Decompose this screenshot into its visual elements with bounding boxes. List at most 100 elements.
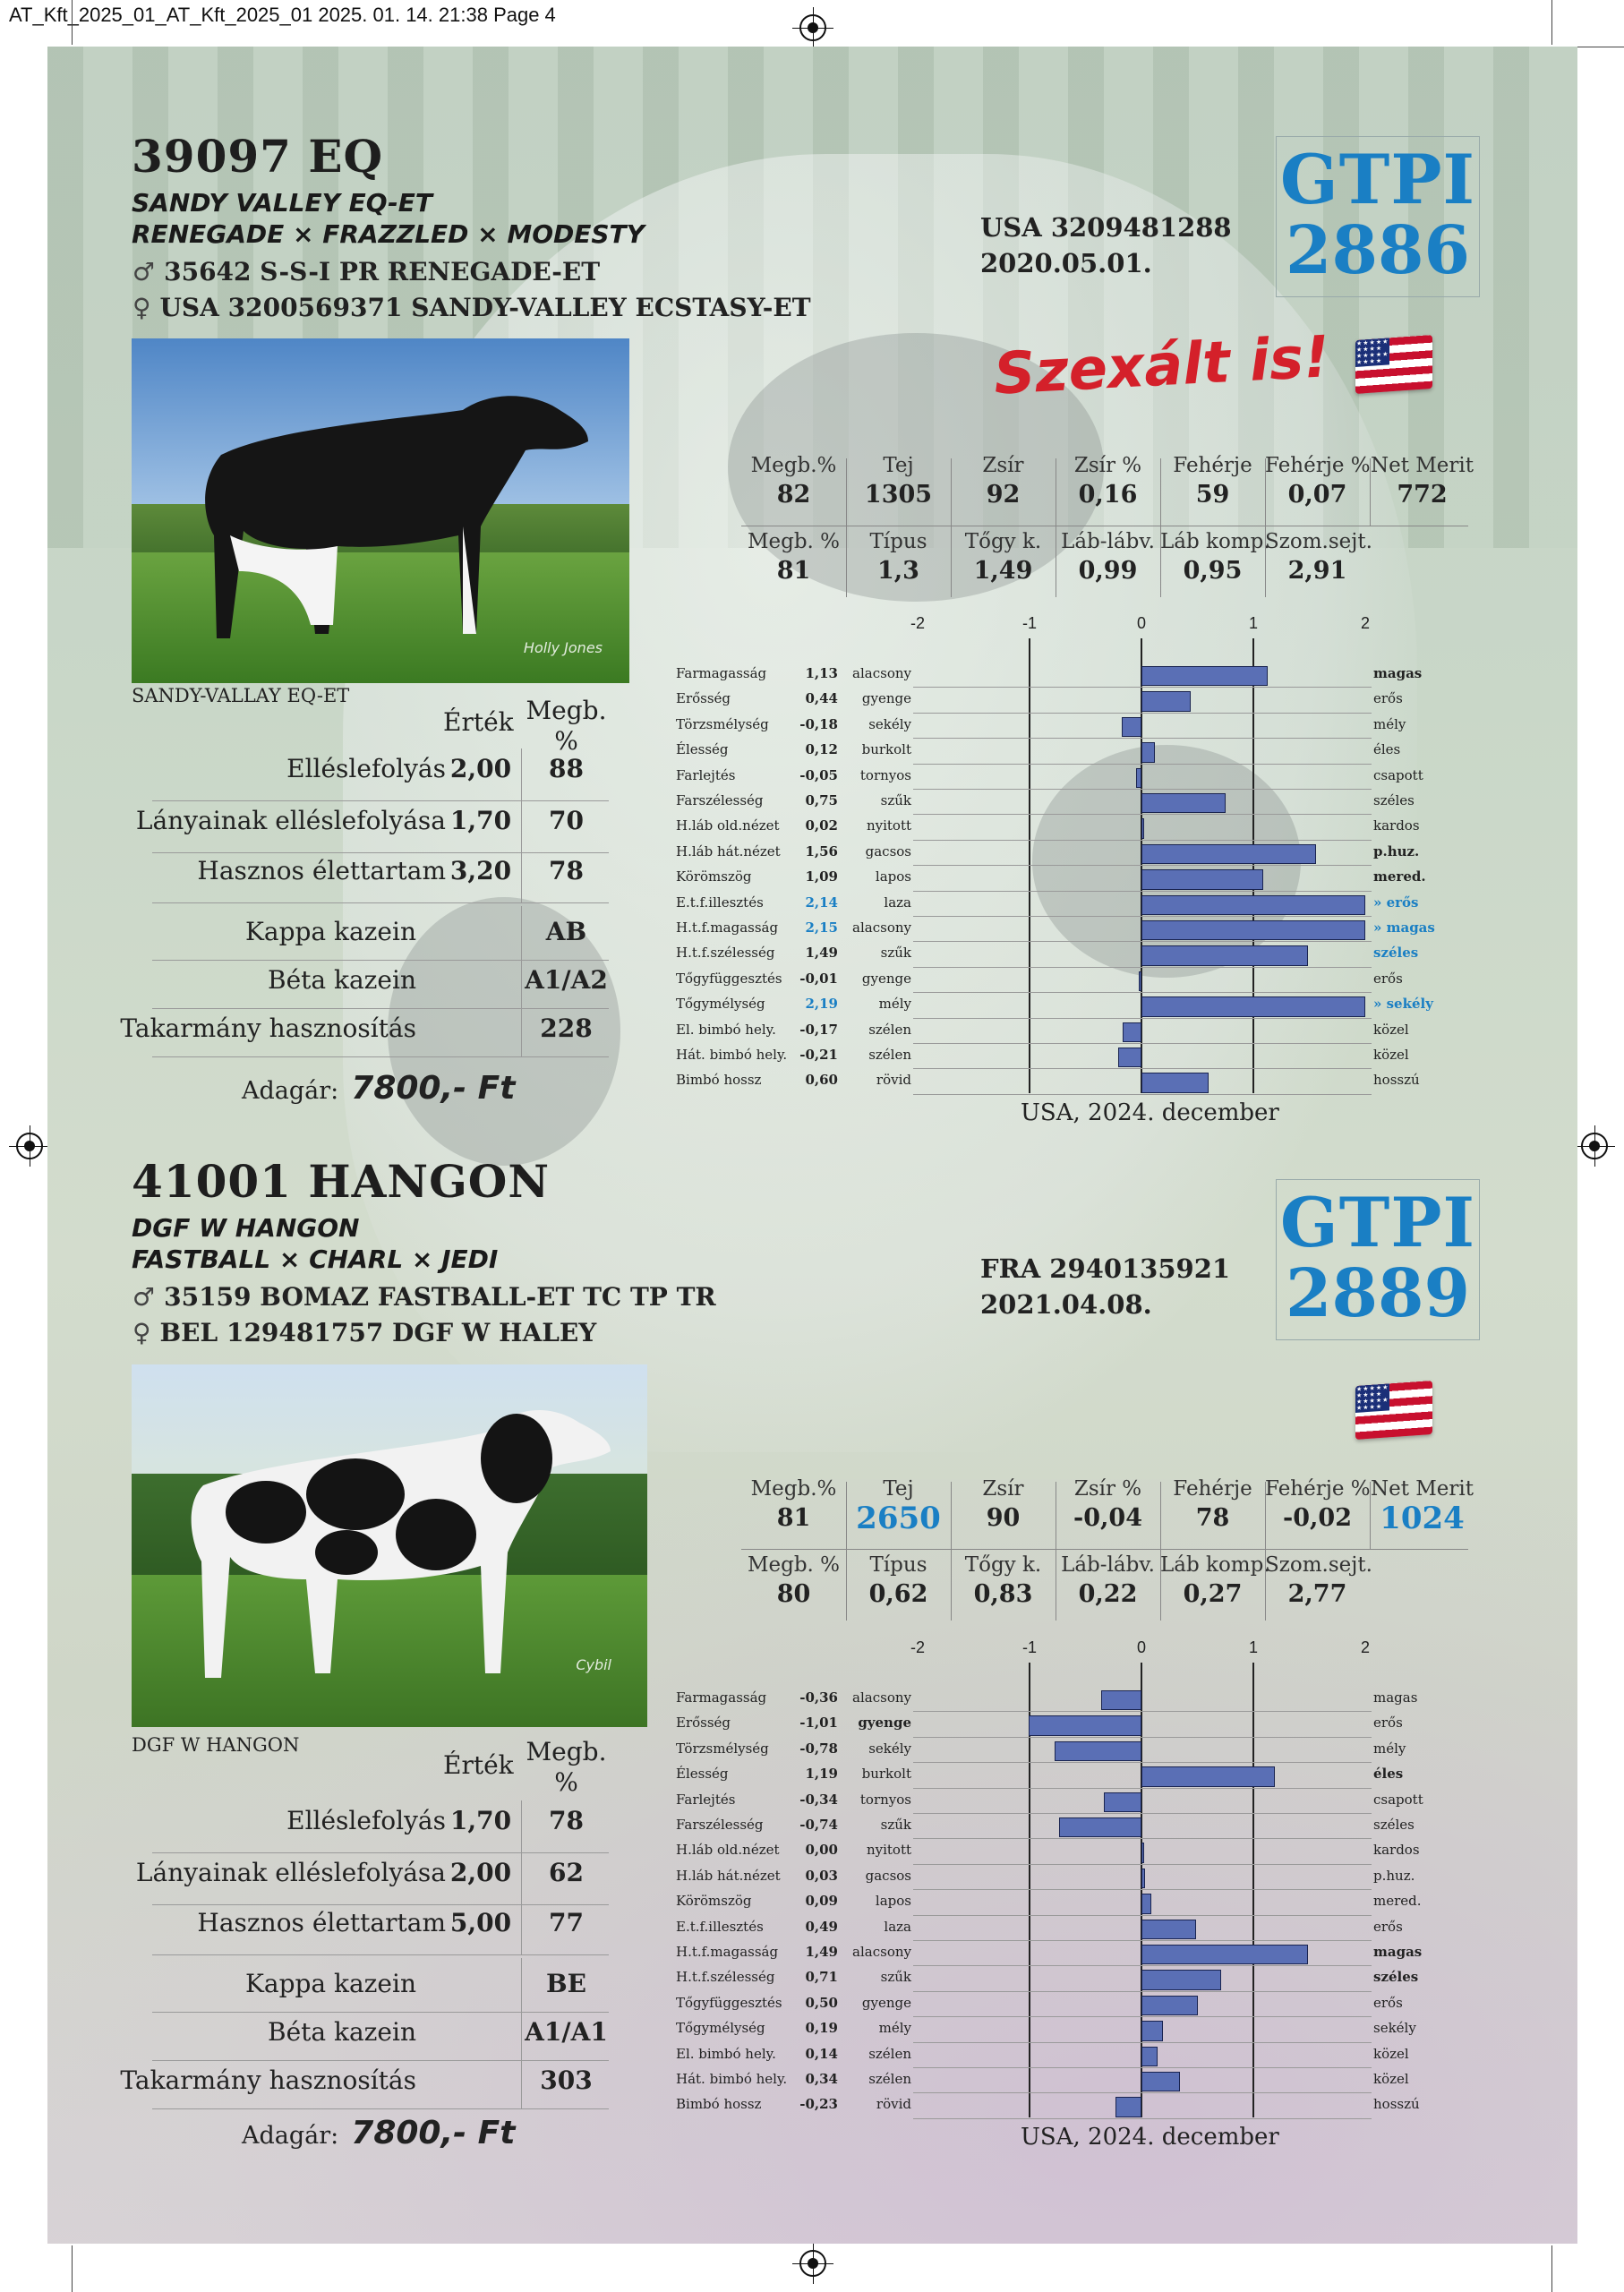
linear-trait-high-label: erős	[1373, 1994, 1403, 2011]
stat-cell: Fehérje % -0,02	[1265, 1477, 1371, 1532]
linear-trait-value: 1,09	[805, 868, 838, 885]
linear-bar	[1141, 1995, 1198, 2016]
male-symbol-icon: ♂	[132, 257, 156, 286]
bull-photo: Cybil	[132, 1364, 647, 1727]
linear-trait-low-label: nyitott	[866, 817, 911, 834]
axis-tick-label: 0	[1136, 1638, 1146, 1656]
linear-trait-value: -0,23	[799, 2096, 838, 2113]
linear-trait-low-label: mély	[878, 996, 911, 1013]
linear-trait-value: 0,00	[805, 1842, 838, 1859]
linear-trait-high-label: mély	[1373, 715, 1406, 732]
linear-trait-name: Erősség	[676, 1715, 731, 1732]
axis-tick-label: -2	[910, 614, 925, 632]
gtpi-label: GTPI	[1279, 140, 1476, 219]
photo-caption: SANDY-VALLAY EQ-ET	[132, 685, 350, 706]
linear-trait-value: 0,60	[805, 1072, 838, 1089]
stat-cell: Zsír % 0,16	[1073, 454, 1142, 509]
linear-trait-value: 0,34	[805, 2071, 838, 2087]
linear-bar	[1141, 1894, 1152, 1914]
linear-trait-high-label: közel	[1373, 2071, 1409, 2087]
linear-trait-high-label: hosszú	[1373, 1072, 1420, 1089]
linear-trait-low-label: tornyos	[859, 766, 911, 783]
trait-row: Hasznos élettartam 5,00 77	[152, 1903, 609, 1955]
linear-trait-value: -0,34	[799, 1791, 838, 1808]
stat-cell: Szom.sejt. 2,91	[1265, 530, 1372, 585]
stat-cell: Megb. % 80	[747, 1553, 841, 1608]
axis-tick-label: -1	[1021, 614, 1037, 632]
linear-trait-high-label: » magas	[1373, 919, 1435, 936]
gtpi-value: 2889	[1286, 1255, 1470, 1332]
linear-trait-low-label: lapos	[875, 1893, 911, 1910]
linear-trait-value: 0,49	[805, 1918, 838, 1935]
photo-signature: Cybil	[576, 1656, 611, 1673]
registration-mark-bottom	[792, 2243, 833, 2284]
linear-bar	[1141, 843, 1316, 865]
linear-trait-low-label: alacsony	[852, 1689, 911, 1706]
linear-trait-high-label: mély	[1373, 1740, 1406, 1757]
linear-trait-high-label: erős	[1373, 690, 1403, 707]
stat-cell: Megb.% 81	[750, 1477, 837, 1532]
genetics-row: Kappa kazein BE	[152, 1958, 609, 2013]
linear-trait-low-label: burkolt	[861, 1766, 911, 1783]
source-note: USA, 2024. december	[1021, 2124, 1279, 2151]
axis-tick-label: 2	[1360, 614, 1370, 632]
axis-tick-label: -1	[1021, 1638, 1037, 1656]
linear-trait-value: 0,03	[805, 1867, 838, 1884]
stat-cell: Fehérje % 0,07	[1265, 454, 1371, 509]
linear-trait-low-label: gacsos	[865, 1867, 911, 1884]
bull-block: 41001 HANGON DGF W HANGON FASTBALL × CHA…	[0, 0, 1624, 2151]
linear-bar	[1141, 691, 1191, 712]
linear-trait-name: Farszélesség	[676, 1817, 764, 1833]
linear-trait-high-label: kardos	[1373, 1842, 1420, 1859]
linear-trait-high-label: sekély	[1373, 2020, 1416, 2037]
linear-trait-value: 0,71	[805, 1969, 838, 1986]
stat-cell: Fehérje 59	[1173, 454, 1252, 509]
linear-trait-low-label: szűk	[880, 945, 911, 962]
linear-trait-high-label: kardos	[1373, 817, 1420, 834]
header-reliability: Megb. %	[526, 696, 607, 756]
linear-trait-name: Körömszög	[676, 1893, 752, 1910]
linear-trait-high-label: magas	[1373, 1944, 1423, 1960]
linear-trait-high-label: széles	[1373, 1969, 1419, 1986]
linear-trait-high-label: magas	[1373, 665, 1423, 681]
axis-tick-label: -2	[910, 1638, 925, 1656]
linear-trait-low-label: nyitott	[866, 1842, 911, 1859]
header-value: Érték	[443, 707, 514, 737]
trait-row: Lányainak elléslefolyása 1,70 70	[136, 800, 609, 853]
bull-id: 39097 EQ	[132, 130, 384, 183]
linear-trait-value: 0,12	[805, 741, 838, 758]
linear-trait-name: Farmagasság	[676, 665, 767, 681]
background-cow-image	[47, 47, 1577, 2244]
linear-trait-name: E.t.f.illesztés	[676, 894, 764, 911]
linear-bar	[1141, 1970, 1221, 1990]
linear-bar	[1101, 1690, 1141, 1711]
registration-number: FRA 2940135921 2021.04.08.	[980, 1253, 1231, 1320]
linear-bar	[1141, 2021, 1163, 2041]
linear-trait-low-label: gyenge	[861, 690, 911, 707]
linear-trait-name: Farlejtés	[676, 766, 736, 783]
linear-bar	[1117, 1048, 1141, 1068]
axis-tick-label: 0	[1136, 614, 1146, 632]
linear-trait-value: -1,01	[799, 1715, 838, 1732]
stat-cell: Tej 1305	[864, 454, 933, 509]
linear-trait-name: H.t.f.magasság	[676, 1944, 779, 1960]
linear-profile-chart: -2 -1 0 1 2 Farmagasság -0,36 alacsony magas Erős…	[676, 1638, 1423, 2119]
linear-trait-high-label: » erős	[1373, 894, 1419, 911]
linear-bar	[1135, 767, 1141, 788]
linear-trait-value: -0,18	[799, 715, 838, 732]
linear-trait-name: Tőgymélység	[676, 996, 765, 1013]
linear-bar	[1141, 1868, 1145, 1889]
stat-cell: Láb komp. 0,95	[1160, 530, 1270, 585]
stat-cell: Tőgy k. 1,49	[964, 530, 1042, 585]
linear-trait-high-label: mered.	[1373, 1893, 1422, 1910]
linear-trait-value: -0,36	[799, 1689, 838, 1706]
linear-trait-name: H.láb old.nézet	[676, 1842, 780, 1859]
linear-trait-name: H.láb hát.nézet	[676, 1867, 781, 1884]
bull-block: 39097 EQ SANDY VALLEY EQ-ET RENEGADE × F…	[0, 0, 1624, 1126]
linear-trait-value: -0,78	[799, 1740, 838, 1757]
trim-mark	[1551, 2245, 1552, 2292]
linear-trait-low-label: alacsony	[852, 665, 911, 681]
linear-bar	[1141, 869, 1264, 890]
linear-trait-name: H.t.f.szélesség	[676, 1969, 775, 1986]
linear-bar	[1141, 1073, 1209, 1093]
